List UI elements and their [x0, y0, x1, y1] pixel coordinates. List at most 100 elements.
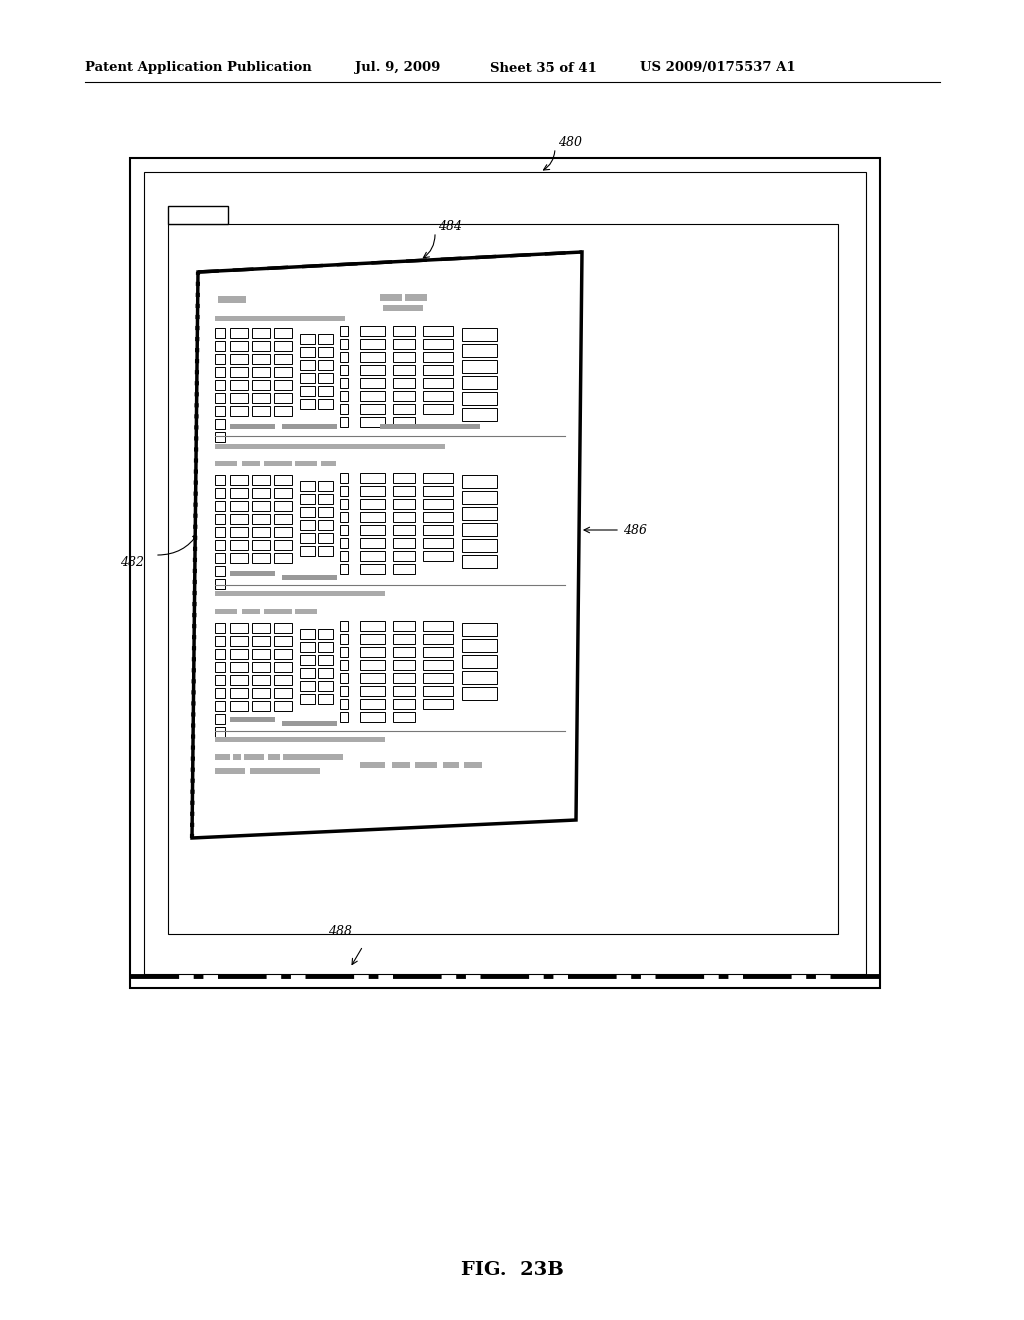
Bar — [215, 488, 225, 498]
Bar — [462, 523, 497, 536]
Bar — [252, 488, 270, 498]
Bar — [360, 499, 385, 510]
Bar — [423, 620, 453, 631]
Bar — [274, 475, 292, 484]
Bar — [282, 424, 337, 429]
Bar — [252, 688, 270, 698]
Bar — [360, 404, 385, 414]
Bar — [230, 502, 248, 511]
Bar — [462, 554, 497, 568]
Bar — [300, 334, 315, 345]
Bar — [360, 762, 385, 768]
Bar — [360, 486, 385, 496]
Bar — [230, 380, 248, 389]
Bar — [218, 296, 246, 304]
Bar — [393, 499, 415, 510]
Bar — [274, 393, 292, 403]
Bar — [300, 507, 315, 517]
Bar — [318, 681, 333, 690]
Bar — [318, 642, 333, 652]
Bar — [318, 533, 333, 543]
Bar — [340, 550, 348, 561]
Bar — [443, 762, 459, 768]
Bar — [393, 512, 415, 521]
Bar — [215, 407, 225, 416]
Bar — [274, 701, 292, 711]
Bar — [252, 701, 270, 711]
Bar — [393, 473, 415, 483]
Bar — [423, 352, 453, 362]
Bar — [215, 527, 225, 537]
Bar — [423, 512, 453, 521]
Bar — [321, 461, 336, 466]
Bar — [340, 673, 348, 682]
Bar — [252, 675, 270, 685]
Bar — [264, 461, 292, 466]
Bar — [230, 649, 248, 659]
Text: Patent Application Publication: Patent Application Publication — [85, 62, 311, 74]
Bar — [230, 527, 248, 537]
Bar — [252, 649, 270, 659]
Bar — [360, 564, 385, 574]
Bar — [215, 380, 225, 389]
Bar — [230, 636, 248, 645]
Bar — [230, 553, 248, 564]
Bar — [462, 623, 497, 636]
Bar — [340, 486, 348, 496]
Bar — [393, 339, 415, 348]
Bar — [340, 647, 348, 657]
Bar — [215, 327, 225, 338]
Bar — [393, 660, 415, 671]
Bar — [300, 694, 315, 704]
Bar — [252, 407, 270, 416]
Bar — [215, 502, 225, 511]
Bar — [300, 655, 315, 665]
Bar — [393, 417, 415, 426]
Bar — [393, 352, 415, 362]
Bar — [360, 352, 385, 362]
Bar — [318, 385, 333, 396]
Bar — [252, 341, 270, 351]
Bar — [230, 475, 248, 484]
Bar — [252, 527, 270, 537]
Bar — [393, 326, 415, 337]
Bar — [230, 675, 248, 685]
Bar — [274, 407, 292, 416]
Bar — [300, 533, 315, 543]
Bar — [230, 341, 248, 351]
Bar — [340, 339, 348, 348]
Bar — [340, 512, 348, 521]
Bar — [230, 540, 248, 550]
Bar — [423, 673, 453, 682]
Bar — [274, 354, 292, 364]
Bar — [274, 553, 292, 564]
Bar — [215, 475, 225, 484]
Bar — [423, 647, 453, 657]
Bar — [360, 525, 385, 535]
Bar — [423, 391, 453, 401]
Bar — [360, 473, 385, 483]
Bar — [300, 480, 315, 491]
Bar — [360, 647, 385, 657]
Bar — [252, 540, 270, 550]
Bar — [423, 499, 453, 510]
Bar — [230, 717, 275, 722]
Bar — [423, 634, 453, 644]
Bar — [318, 360, 333, 370]
Bar — [215, 566, 225, 576]
Bar — [360, 417, 385, 426]
Bar — [274, 513, 292, 524]
Text: 482: 482 — [120, 556, 144, 569]
Text: 486: 486 — [623, 524, 647, 536]
Bar — [340, 326, 348, 337]
Bar — [215, 553, 225, 564]
Bar — [215, 354, 225, 364]
Bar — [215, 727, 225, 737]
Bar — [380, 294, 402, 301]
Bar — [230, 354, 248, 364]
Bar — [274, 623, 292, 634]
Bar — [215, 737, 385, 742]
Text: 484: 484 — [438, 219, 462, 232]
Bar — [215, 315, 345, 321]
Bar — [215, 444, 445, 449]
